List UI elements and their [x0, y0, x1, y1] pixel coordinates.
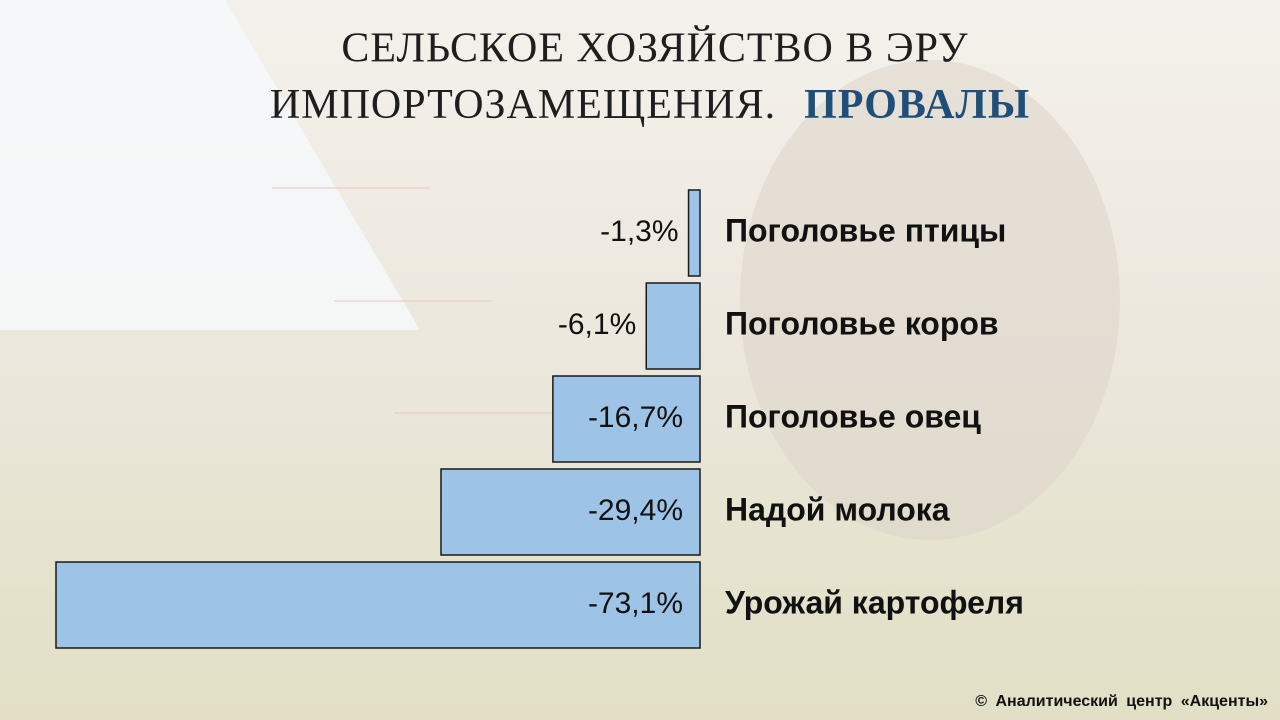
value-label: -1,3% — [600, 215, 678, 248]
bar — [55, 561, 701, 649]
chart-title: СЕЛЬСКОЕ ХОЗЯЙСТВО В ЭРУ — [341, 26, 968, 72]
category-label: Поголовье овец — [725, 398, 981, 434]
value-label: -6,1% — [558, 308, 636, 341]
chart-title-part: ИМПОРТОЗАМЕЩЕНИЯ. — [270, 82, 776, 128]
background-shape — [0, 0, 420, 330]
category-label: Поголовье птицы — [725, 212, 1006, 248]
bar — [645, 282, 701, 370]
chart-title: ИМПОРТОЗАМЕЩЕНИЯ. ПРОВАЛЫ — [270, 82, 1030, 128]
bar — [552, 375, 701, 463]
chart-title-highlight: ПРОВАЛЫ — [804, 82, 1030, 128]
category-label: Надой молока — [725, 491, 950, 527]
category-label: Поголовье коров — [725, 305, 999, 341]
value-label: -29,4% — [588, 494, 683, 527]
bar — [440, 468, 701, 556]
value-label: -16,7% — [588, 401, 683, 434]
category-label: Урожай картофеля — [725, 584, 1024, 620]
source: © Аналитический центр «Акценты» — [975, 693, 1268, 710]
value-label: -73,1% — [588, 587, 683, 620]
background-shape — [740, 60, 1120, 540]
bar — [687, 189, 701, 277]
